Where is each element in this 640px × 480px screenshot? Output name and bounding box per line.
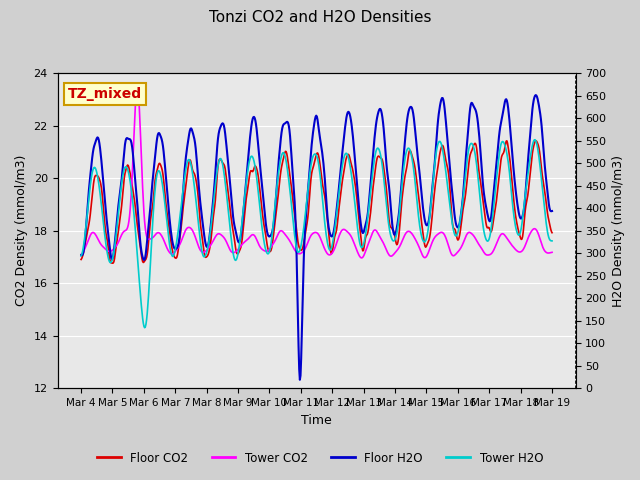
Y-axis label: H2O Density (mmol/m3): H2O Density (mmol/m3) xyxy=(612,155,625,307)
Legend: Floor CO2, Tower CO2, Floor H2O, Tower H2O: Floor CO2, Tower CO2, Floor H2O, Tower H… xyxy=(92,447,548,469)
Text: TZ_mixed: TZ_mixed xyxy=(68,87,142,101)
Text: Tonzi CO2 and H2O Densities: Tonzi CO2 and H2O Densities xyxy=(209,10,431,24)
X-axis label: Time: Time xyxy=(301,414,332,427)
Y-axis label: CO2 Density (mmol/m3): CO2 Density (mmol/m3) xyxy=(15,155,28,306)
